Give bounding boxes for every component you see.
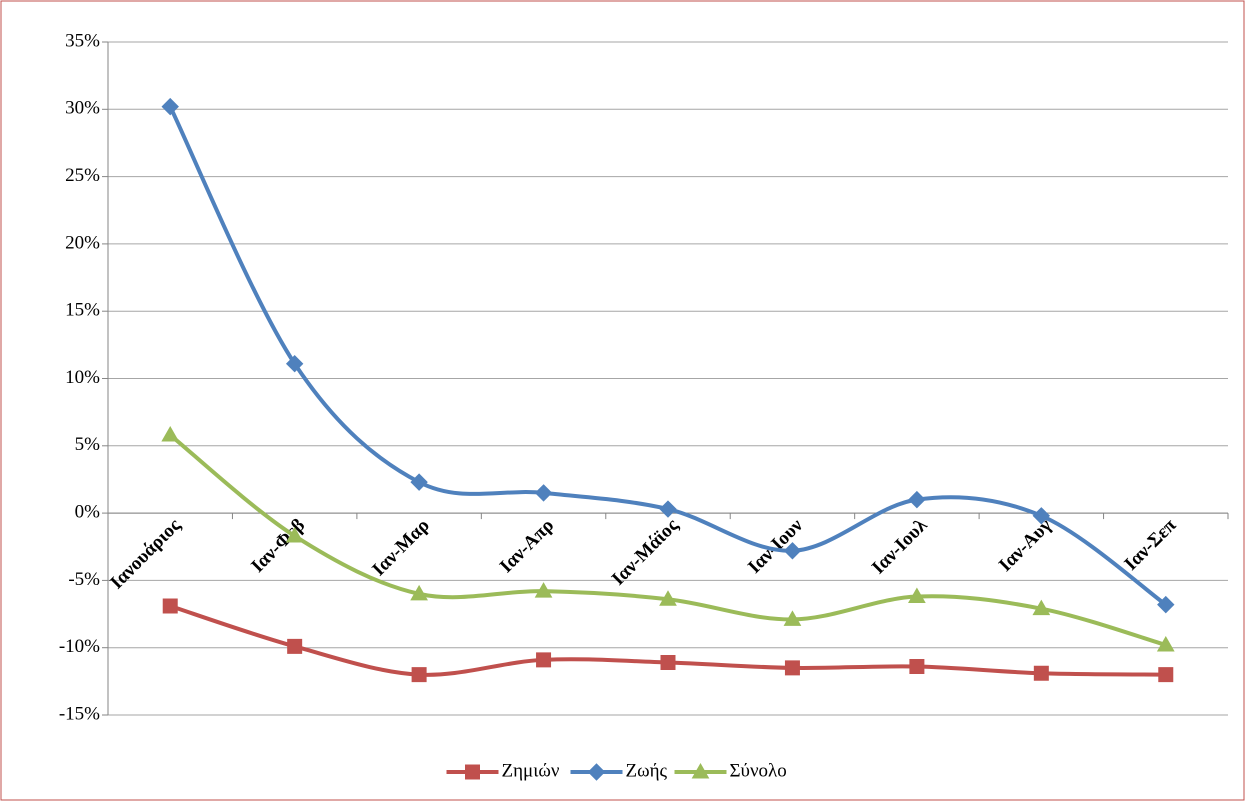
marker bbox=[908, 490, 926, 509]
y-tick-label: 25% bbox=[65, 165, 100, 186]
legend-item: Ζωής bbox=[570, 760, 668, 781]
marker bbox=[287, 638, 303, 654]
marker bbox=[1032, 599, 1051, 616]
marker bbox=[161, 426, 180, 442]
marker bbox=[285, 354, 304, 373]
marker bbox=[691, 762, 710, 779]
legend-label: Σύνολο bbox=[730, 760, 787, 781]
legend-item: Ζημιών bbox=[446, 760, 560, 781]
y-tick-label: 20% bbox=[65, 232, 100, 253]
y-tick-label: 30% bbox=[65, 98, 100, 119]
marker bbox=[465, 764, 480, 780]
marker bbox=[909, 659, 925, 675]
legend-item: Σύνολο bbox=[674, 760, 787, 781]
marker bbox=[587, 763, 606, 781]
marker bbox=[783, 610, 802, 626]
y-tick-label: 35% bbox=[65, 30, 100, 51]
y-tick-label: -10% bbox=[59, 636, 100, 657]
series bbox=[162, 598, 1174, 683]
marker bbox=[161, 97, 179, 116]
marker bbox=[1156, 636, 1175, 652]
marker bbox=[659, 500, 677, 518]
legend-label: Ζημιών bbox=[502, 760, 560, 781]
marker bbox=[411, 667, 427, 683]
marker bbox=[659, 590, 677, 606]
y-tick-label: 15% bbox=[65, 300, 100, 321]
y-tick-label: 5% bbox=[75, 434, 101, 455]
y-tick-label: -5% bbox=[68, 569, 100, 590]
marker bbox=[784, 660, 800, 676]
marker bbox=[1158, 667, 1174, 683]
marker bbox=[410, 473, 428, 491]
marker bbox=[534, 582, 553, 598]
marker bbox=[908, 587, 926, 604]
series bbox=[161, 97, 1175, 614]
y-tick-label: -15% bbox=[59, 703, 100, 724]
marker bbox=[536, 652, 552, 668]
marker bbox=[783, 542, 802, 560]
marker bbox=[534, 484, 553, 502]
marker bbox=[162, 598, 178, 614]
marker bbox=[660, 655, 676, 671]
legend-label: Ζωής bbox=[626, 760, 668, 781]
marker bbox=[410, 584, 428, 601]
marker bbox=[1032, 507, 1051, 525]
marker bbox=[1157, 595, 1175, 614]
y-tick-label: 0% bbox=[75, 501, 101, 522]
series bbox=[161, 426, 1175, 652]
marker bbox=[285, 526, 304, 543]
marker bbox=[1033, 665, 1049, 681]
y-tick-label: 10% bbox=[65, 367, 100, 388]
